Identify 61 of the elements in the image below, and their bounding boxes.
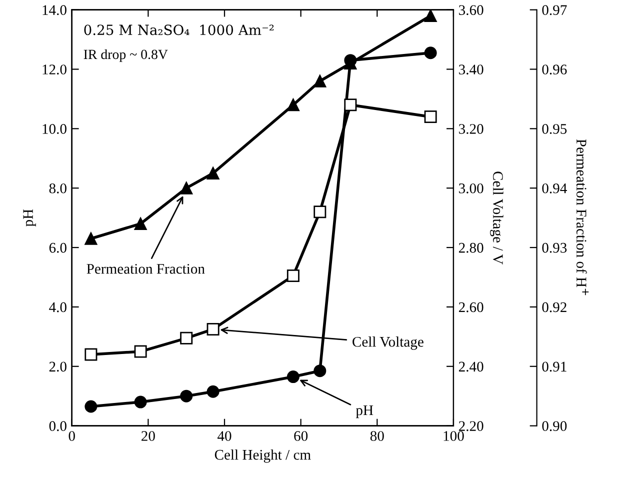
point [84,348,98,361]
y-tick-label: 10.0 [42,124,66,134]
point [286,98,300,112]
point [134,396,147,408]
annotation: Cell Voltage [352,336,424,350]
y2-tick-label: 2.60 [458,302,484,312]
y-axis-title: pH [23,209,36,226]
x-tick-label: 60 [294,431,308,441]
point [180,182,193,194]
point [286,370,300,384]
point [206,166,220,180]
point [286,270,300,282]
point [344,98,357,112]
y3-tick-label: 0.94 [542,183,567,194]
y2-tick-label: 2.20 [458,421,484,432]
y3-tick-label: 0.93 [542,242,567,253]
y-tick-label: 2.0 [49,362,66,372]
x-tick-label: 20 [142,431,155,441]
x-tick-label: 40 [218,431,232,441]
y3-tick-label: 0.97 [542,5,567,16]
x-tick-label: 80 [370,431,384,441]
annotation: IR drop ~ 0.8V [84,49,168,62]
y-tick-label: 0.0 [49,421,66,432]
annotation: Permeation Fraction [86,264,205,274]
y2-tick-label: 2.80 [458,242,484,253]
y-tick-label: 4.0 [49,302,66,312]
y3-tick-label: 0.90 [542,421,567,432]
y-tick-label: 8.0 [49,183,66,194]
y-tick-label: 14.0 [42,5,66,16]
y-tick-label: 12.0 [42,64,66,74]
y3-tick-label: 0.95 [542,124,567,134]
x-tick-label: 100 [444,431,464,441]
point [314,74,326,88]
point [314,206,326,218]
point [424,110,437,124]
annotation: 0.25 M Na₂SO₄ 1000 Am⁻² [84,24,274,36]
y3-tick-label: 0.96 [542,64,567,74]
y2-tick-label: 2.40 [458,362,484,372]
y2-tick-label: 3.40 [459,64,484,74]
y3-tick-label: 0.91 [542,362,566,372]
y2-tick-label: 3.00 [459,183,484,194]
y3-tick-label: 0.92 [542,302,566,312]
x-tick-label: 0 [68,431,75,441]
y3-axis-title: Permeation Fraction of H$^{+}$ [576,139,589,296]
point [206,322,220,336]
point [180,332,193,344]
annotation: pH [356,405,374,418]
point [424,10,437,22]
y-tick-label: 6.0 [49,242,66,253]
point [134,218,147,230]
point [180,390,193,402]
y2-tick-label: 3.60 [459,5,484,16]
point [206,385,220,398]
point [84,232,98,245]
y2-tick-label: 3.20 [459,124,484,134]
point [314,364,326,378]
point [424,46,437,60]
point [134,345,147,358]
point [84,400,98,413]
y2-axis-title: Cell Voltage / V [490,172,504,264]
x-axis-title: Cell Height / cm [214,449,311,463]
